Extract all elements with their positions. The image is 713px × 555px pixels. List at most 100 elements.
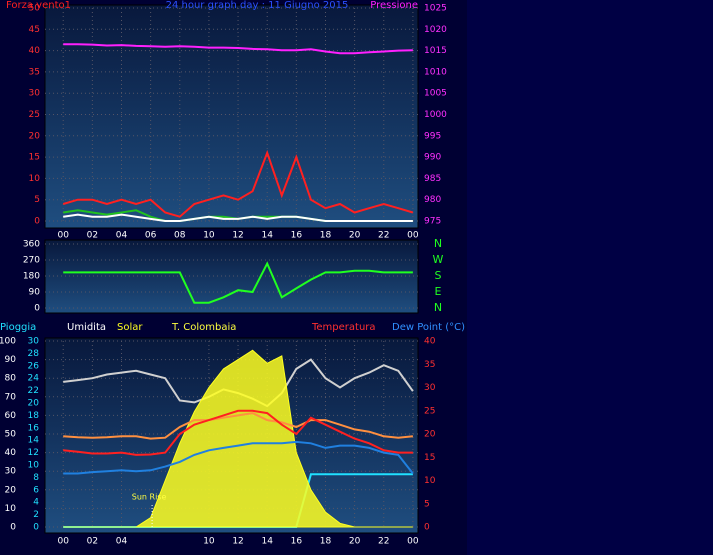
legend-entry: T. Colombaia [171, 322, 236, 333]
y3-tick-label: 16 [28, 423, 40, 433]
compass-label: N [434, 301, 442, 314]
x-tick-label: 00 [57, 231, 69, 241]
x-tick-label: 16 [291, 231, 303, 241]
x-tick-label: 22 [378, 231, 389, 241]
y2-tick-label: 1005 [424, 89, 447, 99]
legend-entry: Umidita [67, 322, 106, 333]
y3-tick-label: 0 [33, 523, 39, 533]
compass-label: S [435, 269, 442, 282]
y-tick-label: 90 [5, 355, 17, 365]
y2-tick-label: 20 [424, 430, 436, 440]
x-tick-label: 18 [320, 537, 332, 547]
y2-tick-label: 15 [424, 453, 435, 463]
y3-tick-label: 26 [28, 361, 40, 371]
y3-tick-label: 24 [28, 374, 40, 384]
y-tick-label: 70 [5, 392, 17, 402]
y-tick-label: 0 [10, 523, 16, 533]
x-tick-label: 12 [232, 231, 243, 241]
x-tick-label: 00 [57, 537, 69, 547]
y3-tick-label: 30 [28, 337, 40, 347]
y2-tick-label: 40 [424, 337, 436, 347]
y-tick-label: 40 [29, 46, 41, 56]
legend-entry: Solar [117, 322, 143, 333]
y2-tick-label: 30 [424, 383, 436, 393]
y2-tick-label: 990 [424, 153, 441, 163]
x-tick-label: 20 [349, 537, 361, 547]
y2-tick-label: 995 [424, 131, 441, 141]
x-tick-label: 14 [261, 537, 273, 547]
legend-entry: Forza vento1 [6, 0, 71, 11]
y-tick-label: 90 [29, 288, 41, 298]
annotation: Sun Rise [132, 493, 167, 502]
x-tick-label: 02 [87, 537, 98, 547]
y-tick-label: 5 [34, 195, 40, 205]
y3-tick-label: 20 [28, 399, 40, 409]
y-tick-label: 30 [5, 467, 17, 477]
series-line [63, 440, 414, 475]
y-tick-label: 35 [29, 67, 40, 77]
y-tick-label: 30 [29, 89, 41, 99]
y3-tick-label: 28 [28, 349, 40, 359]
x-tick-label: 08 [174, 231, 186, 241]
y-tick-label: 15 [29, 153, 40, 163]
y2-tick-label: 975 [424, 217, 441, 227]
y2-tick-label: 1025 [424, 4, 447, 14]
y-tick-label: 0 [34, 304, 40, 314]
y3-tick-label: 6 [33, 485, 39, 495]
x-tick-label: 10 [203, 537, 215, 547]
y-tick-label: 80 [5, 374, 17, 384]
y-tick-label: 0 [34, 217, 40, 227]
y-tick-label: 45 [29, 25, 40, 35]
y3-tick-label: 12 [28, 448, 39, 458]
y-tick-label: 10 [5, 504, 17, 514]
y-tick-label: 180 [23, 272, 40, 282]
y3-tick-label: 2 [33, 510, 39, 520]
y-tick-label: 50 [5, 430, 17, 440]
y-tick-label: 25 [29, 110, 40, 120]
compass-label: E [435, 285, 442, 298]
y3-tick-label: 14 [28, 436, 40, 446]
y2-tick-label: 25 [424, 406, 435, 416]
x-tick-label: 12 [232, 537, 243, 547]
x-tick-label: 06 [145, 231, 157, 241]
legend-entry: Temperatura [311, 322, 376, 333]
y2-tick-label: 985 [424, 174, 441, 184]
series-line [62, 149, 414, 218]
y2-tick-label: 10 [424, 476, 436, 486]
x-tick-label: 02 [87, 231, 98, 241]
y2-tick-label: 980 [424, 195, 441, 205]
y2-tick-label: 1015 [424, 46, 447, 56]
y-tick-label: 100 [0, 337, 16, 347]
y-tick-label: 20 [29, 131, 41, 141]
y-tick-label: 60 [5, 411, 17, 421]
y-tick-label: 50 [29, 4, 41, 14]
y2-tick-label: 1020 [424, 25, 447, 35]
panel-wind [44, 4, 419, 229]
y2-tick-label: 0 [424, 523, 430, 533]
side-area [467, 0, 713, 555]
compass-label: N [434, 237, 442, 250]
y-tick-label: 270 [23, 256, 40, 266]
legend-entry: Pressione [370, 0, 418, 11]
y2-tick-label: 5 [424, 499, 430, 509]
y2-tick-label: 35 [424, 360, 435, 370]
legend-entry: Pioggia [0, 322, 36, 333]
x-tick-label: 20 [349, 231, 361, 241]
y3-tick-label: 4 [33, 498, 39, 508]
x-tick-label: 18 [320, 231, 332, 241]
y-tick-label: 20 [5, 485, 17, 495]
series-line [63, 409, 413, 456]
x-tick-label: 16 [291, 537, 303, 547]
y-tick-label: 40 [5, 448, 17, 458]
series-line [63, 43, 413, 55]
y3-tick-label: 10 [28, 461, 40, 471]
panel-direction [44, 239, 419, 314]
compass-label: W [433, 253, 444, 266]
chart-title: 24 hour graph day : 11 Giugno 2015 [166, 0, 349, 11]
x-tick-label: 10 [203, 231, 215, 241]
x-tick-label: 22 [378, 537, 389, 547]
y-tick-label: 360 [23, 240, 40, 250]
y2-tick-label: 1000 [424, 110, 447, 120]
y3-tick-label: 22 [28, 386, 39, 396]
